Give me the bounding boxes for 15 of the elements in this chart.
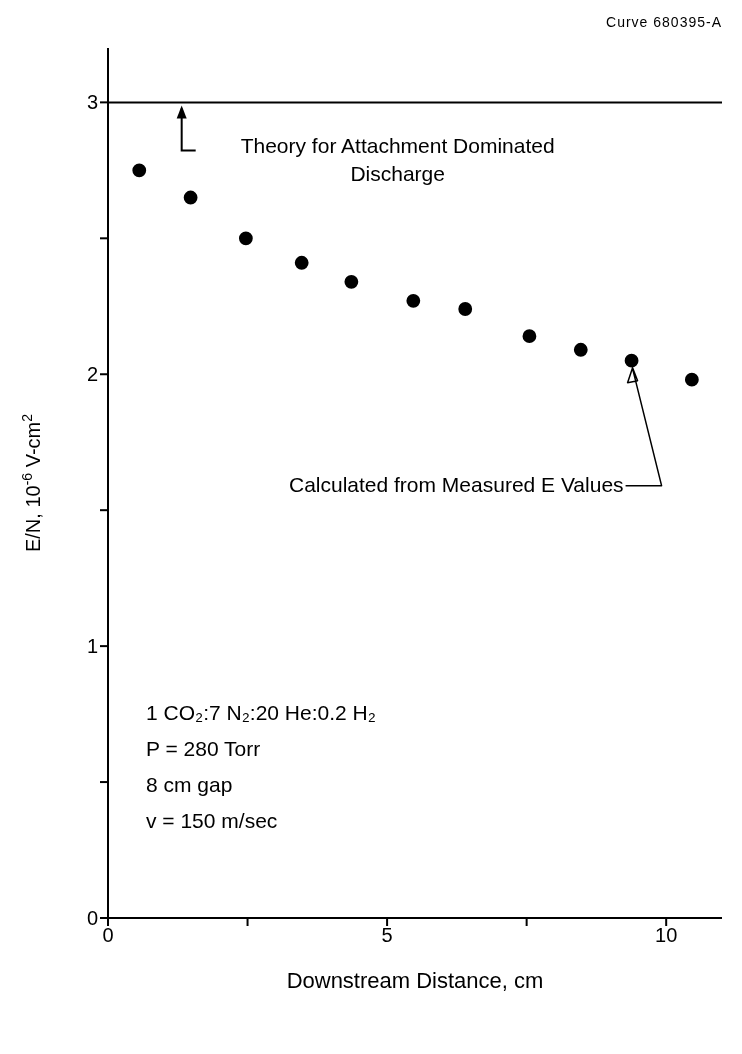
- y-tick-label: 0: [86, 907, 98, 930]
- annotation: Calculated from Measured E Values: [288, 472, 624, 497]
- x-tick-label: 5: [381, 924, 393, 947]
- y-tick-label: 3: [86, 91, 98, 114]
- annotation: 1 CO₂:7 N₂:20 He:0.2 H₂: [146, 700, 376, 727]
- y-tick-label: 2: [86, 363, 98, 386]
- text: Curve 680395-A: [606, 14, 722, 30]
- x-tick-label: 0: [102, 924, 114, 947]
- x-tick-label: 10: [655, 924, 678, 947]
- annotation: v = 150 m/sec: [146, 808, 279, 835]
- annotation: 8 cm gap: [146, 772, 234, 799]
- y-tick-label: 1: [86, 635, 98, 658]
- annotation: P = 280 Torr: [146, 736, 262, 763]
- ref-line-label: Theory for Attachment Dominated Discharge: [239, 133, 556, 188]
- x-axis-title: Downstream Distance, cm: [286, 968, 544, 993]
